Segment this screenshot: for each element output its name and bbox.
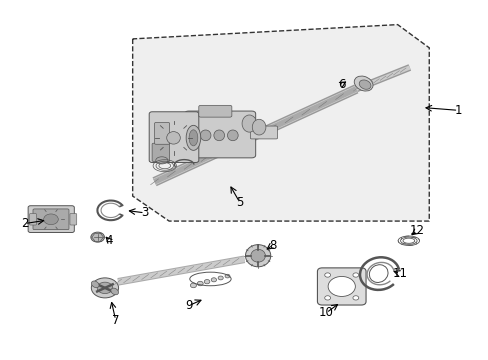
Ellipse shape (353, 76, 372, 91)
Ellipse shape (250, 249, 265, 262)
FancyBboxPatch shape (152, 143, 169, 161)
Ellipse shape (227, 130, 238, 141)
Ellipse shape (197, 281, 203, 286)
FancyBboxPatch shape (184, 111, 255, 158)
Circle shape (43, 214, 58, 225)
Ellipse shape (245, 245, 270, 267)
Circle shape (97, 282, 113, 294)
Ellipse shape (224, 274, 229, 278)
FancyBboxPatch shape (149, 112, 199, 162)
Text: 2: 2 (21, 217, 28, 230)
Text: 9: 9 (184, 299, 192, 312)
FancyBboxPatch shape (28, 206, 74, 233)
FancyBboxPatch shape (250, 126, 277, 139)
Circle shape (91, 278, 118, 298)
Text: 11: 11 (392, 267, 407, 280)
Ellipse shape (186, 125, 201, 150)
Ellipse shape (211, 278, 216, 282)
FancyBboxPatch shape (199, 105, 231, 117)
Ellipse shape (359, 80, 370, 89)
Ellipse shape (166, 132, 180, 144)
Text: 12: 12 (409, 224, 424, 237)
Text: 6: 6 (337, 78, 345, 91)
FancyBboxPatch shape (317, 268, 366, 305)
Text: 4: 4 (105, 234, 113, 247)
Polygon shape (132, 24, 428, 221)
FancyBboxPatch shape (70, 213, 77, 225)
Ellipse shape (218, 276, 223, 280)
Ellipse shape (242, 115, 256, 132)
Text: 3: 3 (141, 206, 148, 219)
Text: 10: 10 (318, 306, 333, 319)
Ellipse shape (200, 130, 210, 141)
Circle shape (352, 273, 358, 277)
Circle shape (327, 276, 355, 296)
Circle shape (352, 296, 358, 300)
FancyBboxPatch shape (33, 209, 69, 230)
Text: 8: 8 (268, 239, 276, 252)
Ellipse shape (91, 281, 99, 288)
Circle shape (324, 296, 330, 300)
Text: 7: 7 (112, 314, 119, 327)
Circle shape (324, 273, 330, 277)
Ellipse shape (252, 119, 265, 135)
Text: 5: 5 (236, 195, 243, 209)
Ellipse shape (190, 283, 196, 288)
FancyBboxPatch shape (30, 213, 36, 225)
Ellipse shape (213, 130, 224, 141)
Ellipse shape (189, 130, 198, 146)
FancyBboxPatch shape (154, 122, 169, 144)
Ellipse shape (111, 288, 118, 295)
Circle shape (91, 232, 104, 242)
Text: 1: 1 (454, 104, 461, 117)
Ellipse shape (156, 157, 167, 164)
Ellipse shape (204, 279, 209, 284)
